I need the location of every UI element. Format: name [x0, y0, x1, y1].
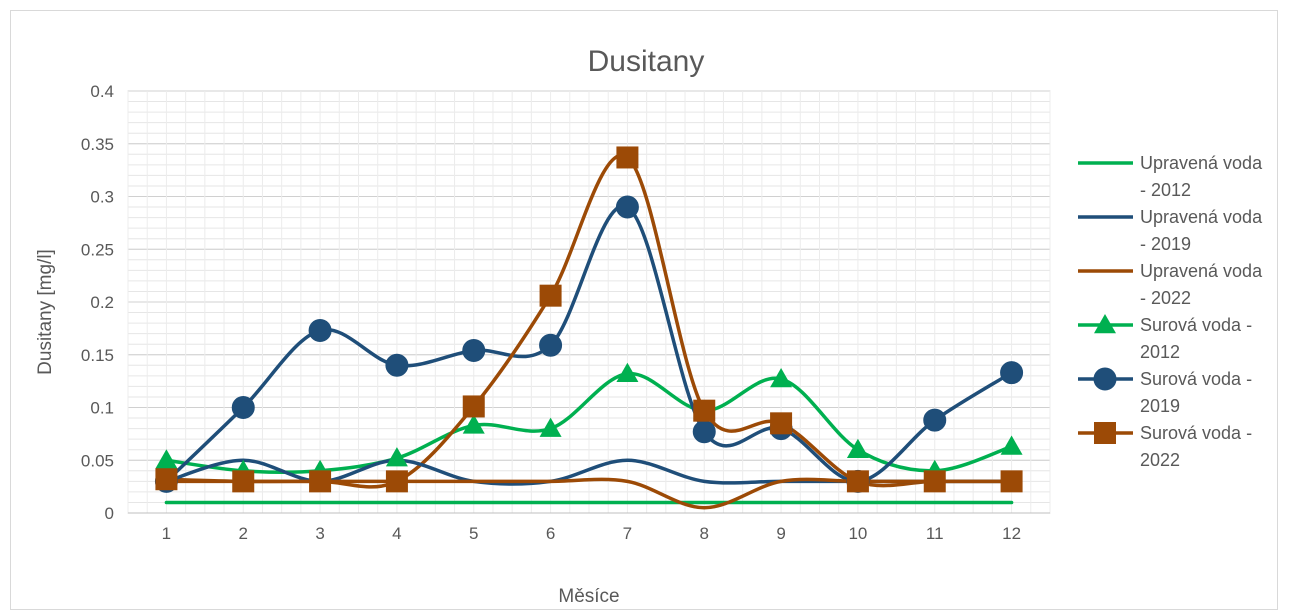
data-point	[847, 471, 868, 492]
x-tick-label: 11	[926, 524, 944, 543]
x-tick-label: 7	[623, 524, 632, 543]
y-tick-label: 0.2	[90, 293, 114, 312]
x-tick-label: 6	[546, 524, 555, 543]
data-point	[386, 471, 407, 492]
chart-title: Dusitany	[588, 45, 705, 78]
legend-label: Upravená voda	[1140, 153, 1263, 173]
data-point	[463, 396, 484, 417]
x-axis-label: Měsíce	[558, 586, 619, 607]
legend: Upravená voda - 2012 Upravená voda - 2019 Up…	[1078, 153, 1263, 470]
chart-frame: 0 0.05 0.1 0.15 0.2 0.25 0.3 0.35 0.4 1 2 3 4 5 6 7 8 9 10…	[10, 10, 1278, 610]
data-point	[233, 471, 254, 492]
y-tick-label: 0	[105, 504, 114, 523]
legend-label: Surová voda -	[1140, 315, 1252, 335]
legend-label: 2012	[1140, 342, 1180, 362]
data-point	[310, 471, 331, 492]
data-point	[1001, 436, 1023, 455]
y-tick-label: 0.15	[81, 346, 114, 365]
data-point	[309, 319, 331, 341]
legend-label: Upravená voda	[1140, 261, 1263, 281]
grid	[128, 91, 1050, 513]
x-tick-label: 4	[392, 524, 401, 543]
x-tick-label: 1	[162, 524, 171, 543]
data-point	[155, 449, 177, 468]
data-point	[156, 469, 177, 490]
x-tick-label: 2	[239, 524, 248, 543]
data-point	[924, 409, 946, 431]
y-tick-label: 0.1	[90, 399, 114, 418]
legend-label: - 2019	[1140, 234, 1191, 254]
legend-label: - 2012	[1140, 180, 1191, 200]
data-point	[847, 439, 869, 458]
legend-marker	[1095, 423, 1116, 444]
data-point	[694, 400, 715, 421]
data-point	[540, 334, 562, 356]
x-tick-label: 9	[776, 524, 785, 543]
data-point	[616, 196, 638, 218]
y-axis-label: Dusitany [mg/l]	[35, 249, 56, 375]
data-point	[617, 147, 638, 168]
data-point	[771, 413, 792, 434]
legend-label: Surová voda -	[1140, 369, 1252, 389]
data-point	[386, 354, 408, 376]
data-point	[232, 397, 254, 419]
data-point	[463, 340, 485, 362]
legend-label: 2019	[1140, 396, 1180, 416]
legend-label: Surová voda -	[1140, 423, 1252, 443]
x-tick-label: 10	[848, 524, 867, 543]
y-tick-label: 0.35	[81, 135, 114, 154]
x-tick-label: 3	[315, 524, 324, 543]
x-tick-label: 8	[700, 524, 709, 543]
x-tick-label: 5	[469, 524, 478, 543]
y-tick-label: 0.4	[90, 82, 114, 101]
legend-label: Upravená voda	[1140, 207, 1263, 227]
data-point	[924, 471, 945, 492]
data-point	[1001, 362, 1023, 384]
data-point	[693, 421, 715, 443]
y-tick-label: 0.25	[81, 240, 114, 259]
data-point	[540, 285, 561, 306]
y-tick-label: 0.3	[90, 188, 114, 207]
x-tick-label: 12	[1002, 524, 1021, 543]
legend-label: - 2022	[1140, 288, 1191, 308]
data-point	[540, 418, 562, 437]
legend-label: 2022	[1140, 450, 1180, 470]
data-point	[1001, 471, 1022, 492]
chart-svg: 00.050.10.150.20.250.30.350.41 2 3 4 5 6 7 8 9 10…	[11, 11, 1277, 609]
y-tick-label: 0.05	[81, 451, 114, 470]
legend-marker	[1094, 368, 1116, 390]
